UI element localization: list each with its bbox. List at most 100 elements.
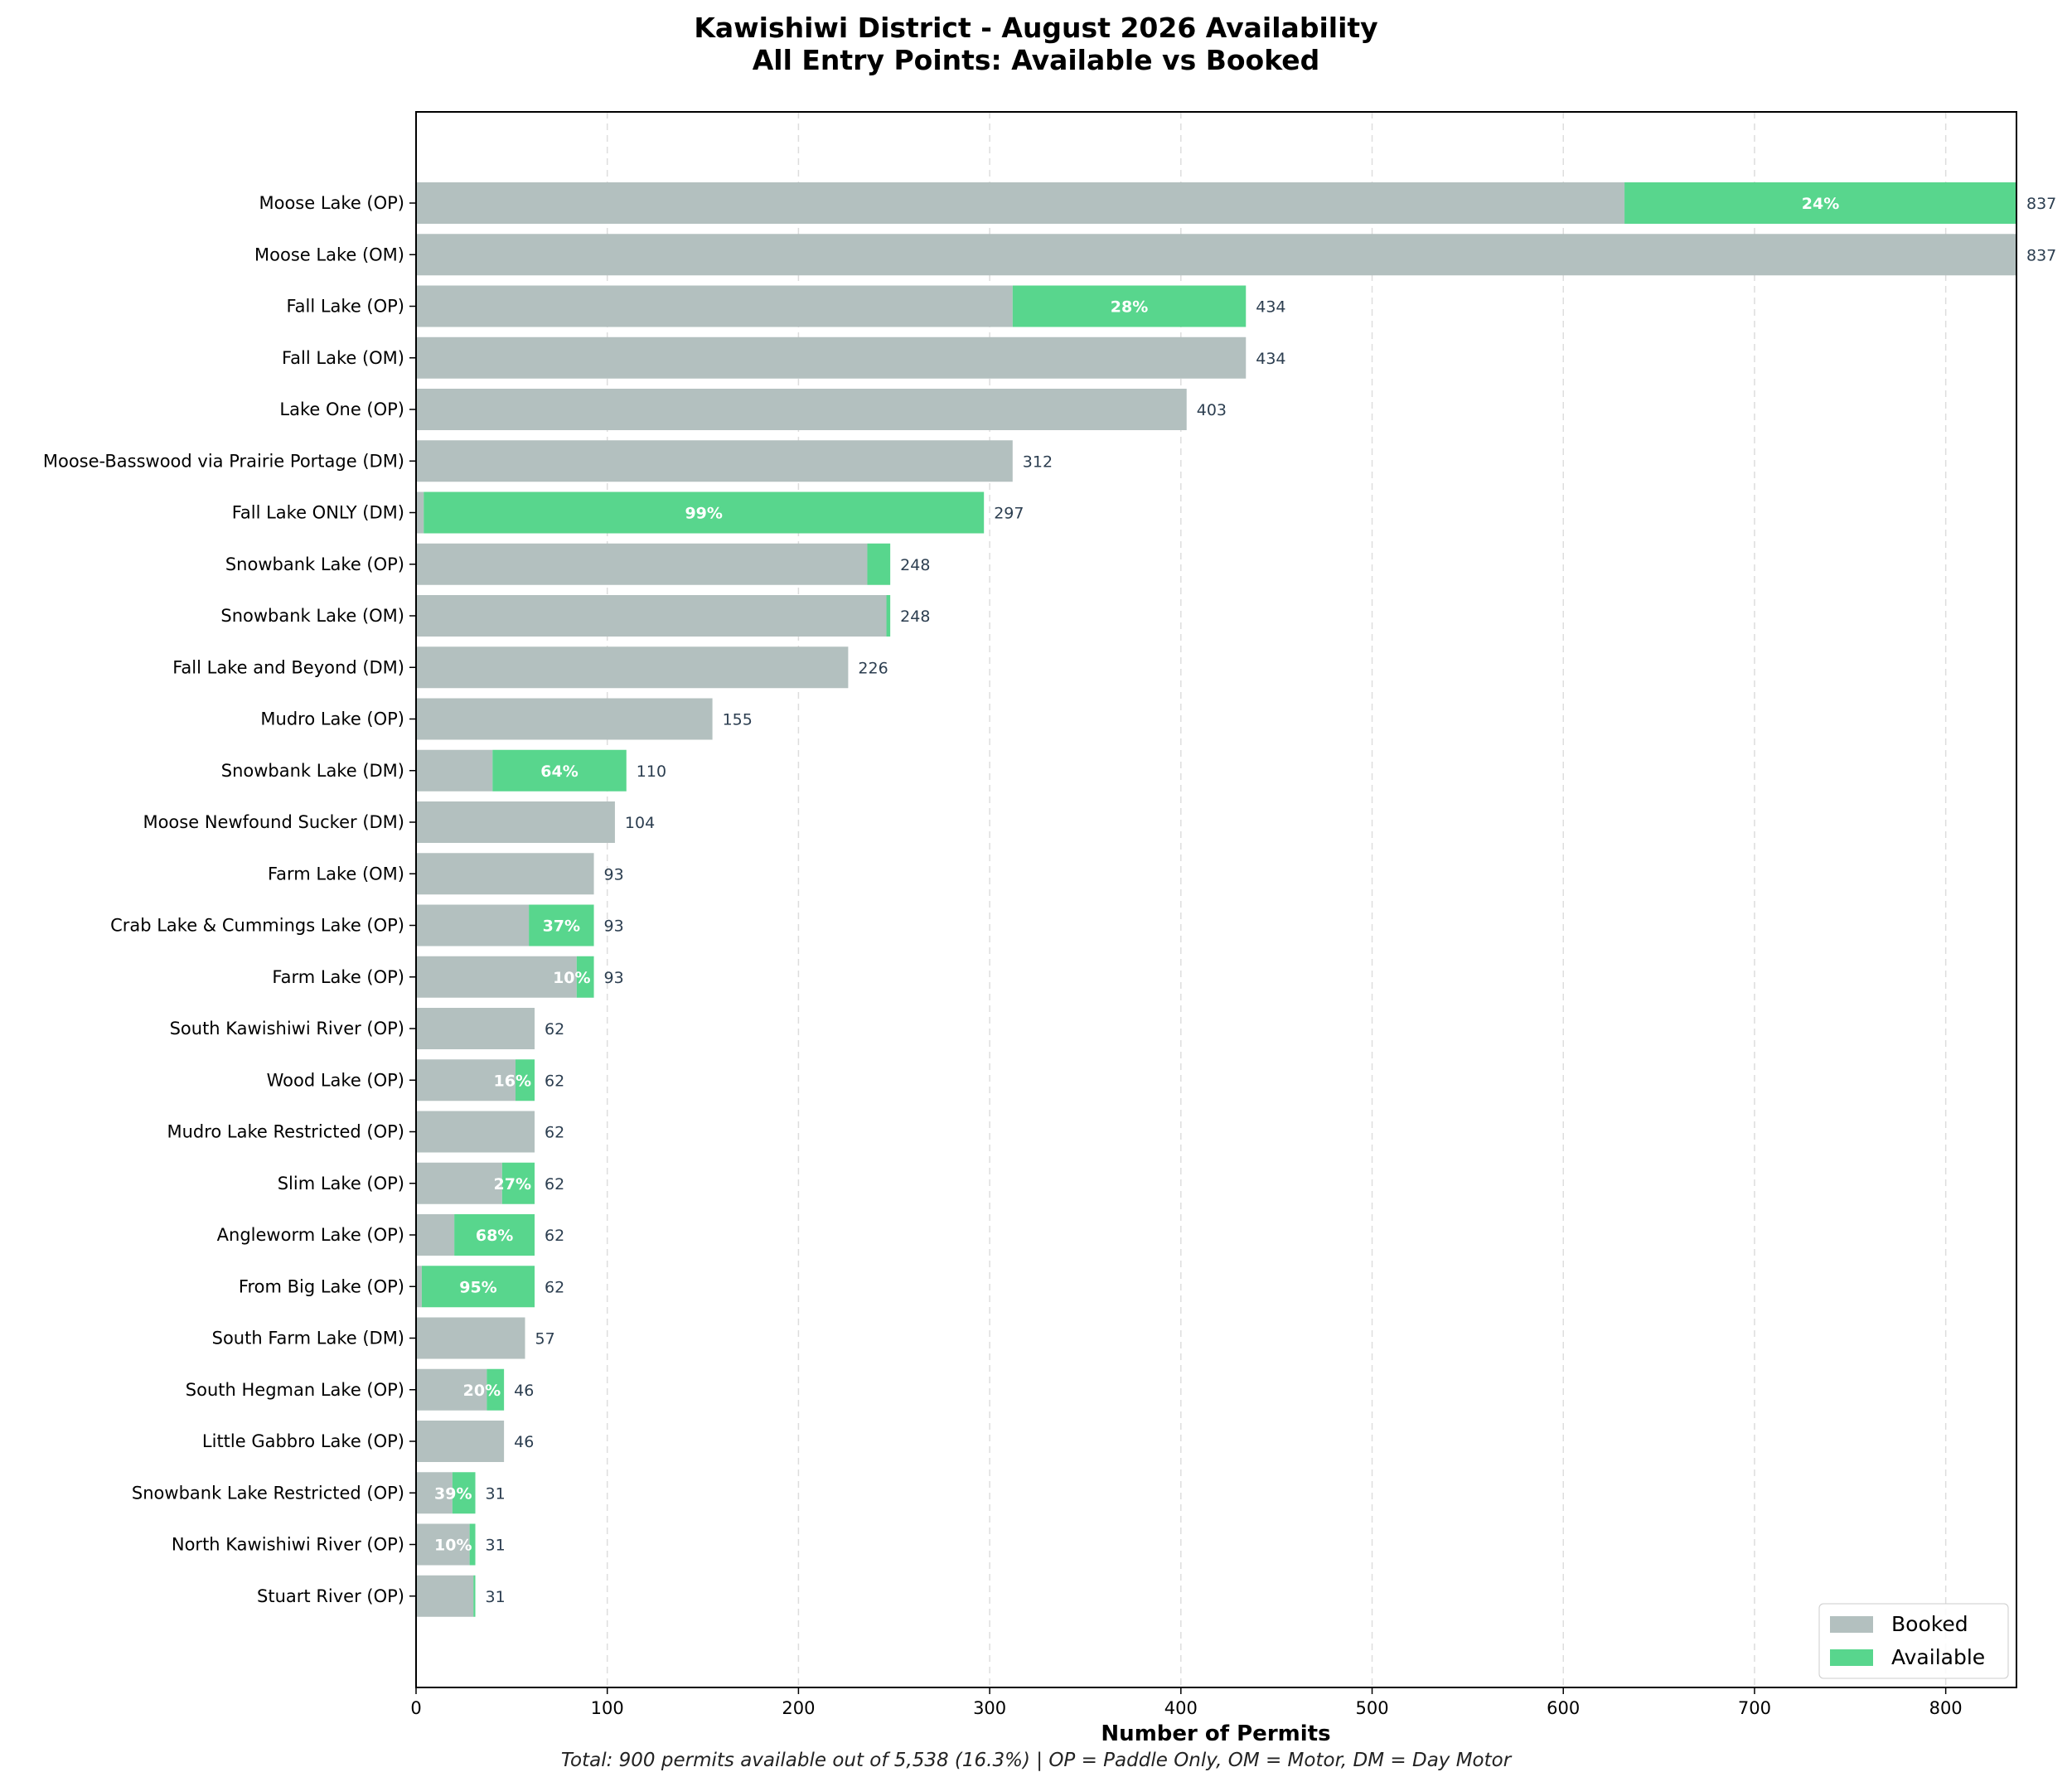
y-tick-label: Slim Lake (OP) [278, 1174, 404, 1193]
x-tick-label: 400 [1164, 1698, 1198, 1718]
y-tick-label: Snowbank Lake (OP) [225, 554, 404, 574]
total-value-label: 248 [900, 608, 930, 626]
total-value-label: 226 [858, 659, 888, 677]
percent-label: 28% [1111, 298, 1148, 317]
bar-booked [416, 1368, 487, 1411]
total-value-label: 297 [994, 505, 1024, 523]
percent-label: 68% [476, 1227, 513, 1245]
x-tick-label: 700 [1738, 1698, 1771, 1718]
y-tick-label: Mudro Lake Restricted (OP) [167, 1122, 404, 1142]
percent-label: 37% [543, 917, 580, 936]
bar-booked [416, 1523, 470, 1566]
y-tick-label: North Kawishiwi River (OP) [172, 1535, 404, 1555]
percent-label: 39% [434, 1484, 472, 1503]
bar-available [886, 595, 891, 637]
total-value-label: 62 [545, 1227, 564, 1245]
bar-available [515, 1059, 535, 1101]
chart-title: Kawishiwi District - August 2026 Availab… [694, 12, 1377, 44]
total-value-label: 31 [486, 1537, 506, 1555]
total-value-label: 248 [900, 556, 930, 574]
legend: Booked Available [1818, 1603, 2009, 1679]
bar-booked [416, 336, 1247, 379]
y-tick-label: Farm Lake (OP) [272, 967, 404, 987]
bar-booked [416, 1059, 516, 1101]
bar-booked [416, 801, 615, 843]
bar-booked [416, 285, 1013, 327]
y-tick-label: Moose Newfound Sucker (DM) [143, 812, 404, 832]
bar-available [529, 904, 594, 947]
y-tick-label: Farm Lake (OM) [268, 864, 404, 884]
bar-available [867, 543, 891, 585]
y-tick-label: South Hegman Lake (OP) [186, 1380, 404, 1400]
x-tick-label: 500 [1355, 1698, 1388, 1718]
x-tick-label: 300 [973, 1698, 1006, 1718]
bar-booked [416, 646, 849, 689]
y-tick-label: Crab Lake & Cummings Lake (OP) [110, 916, 404, 936]
y-tick-label: Stuart River (OP) [257, 1586, 404, 1606]
bar-booked [416, 389, 1187, 430]
total-value-label: 837 [2026, 195, 2056, 213]
total-value-label: 57 [535, 1330, 555, 1348]
total-value-label: 46 [514, 1433, 534, 1451]
x-tick-label: 0 [410, 1698, 421, 1718]
x-tick-label: 200 [782, 1698, 815, 1718]
y-tick-label: Snowbank Lake (OM) [220, 606, 404, 626]
y-tick-label: Fall Lake (OM) [282, 348, 404, 368]
y-tick-label: Little Gabbro Lake (OP) [202, 1431, 404, 1451]
bar-booked [416, 1421, 505, 1462]
bar-available [576, 956, 594, 998]
bar-available [492, 749, 627, 792]
percent-label: 10% [434, 1537, 472, 1555]
x-tick-label: 100 [591, 1698, 624, 1718]
bar-booked [416, 698, 713, 740]
total-value-label: 93 [604, 969, 624, 987]
y-tick-label: Snowbank Lake (DM) [221, 761, 404, 781]
bar-available [1012, 285, 1247, 327]
total-value-label: 62 [545, 1278, 564, 1296]
total-value-label: 31 [486, 1484, 506, 1503]
total-value-label: 62 [545, 1175, 564, 1193]
percent-label: 16% [494, 1072, 531, 1090]
total-value-label: 31 [486, 1588, 506, 1606]
bar-available [1624, 182, 2016, 224]
x-tick-label: 600 [1547, 1698, 1580, 1718]
bar-booked [416, 1472, 453, 1514]
y-tick-label: South Kawishiwi River (OP) [170, 1019, 404, 1039]
bar-booked [416, 440, 1013, 482]
legend-label-booked: Booked [1891, 1612, 1968, 1636]
legend-swatch-booked [1830, 1616, 1873, 1633]
bar-available [421, 1266, 535, 1308]
total-value-label: 62 [545, 1020, 564, 1039]
y-tick-label: From Big Lake (OP) [239, 1276, 404, 1296]
y-tick-label: Moose-Basswood via Prairie Portage (DM) [43, 451, 404, 471]
bar-booked [416, 1575, 474, 1617]
legend-label-available: Available [1891, 1645, 1985, 1669]
bar-available [452, 1472, 476, 1514]
total-value-label: 110 [637, 763, 666, 781]
y-tick-label: Fall Lake ONLY (DM) [232, 503, 404, 523]
bar-booked [416, 1317, 525, 1359]
total-value-label: 93 [604, 917, 624, 936]
bar-booked [416, 543, 868, 585]
bar-booked [416, 491, 424, 534]
bar-available [501, 1162, 535, 1204]
bar-booked [416, 956, 577, 998]
plot-frame [415, 111, 2017, 1688]
bar-available [454, 1214, 535, 1256]
footnote: Total: 900 permits available out of 5,53… [561, 1750, 1513, 1771]
x-tick-label: 800 [1929, 1698, 1963, 1718]
chart-subtitle: All Entry Points: Available vs Booked [753, 44, 1320, 76]
total-value-label: 312 [1023, 453, 1053, 471]
percent-label: 99% [685, 505, 722, 523]
bar-booked [416, 1266, 422, 1308]
bar-booked [416, 1111, 535, 1153]
bar-booked [416, 904, 530, 947]
y-tick-label: Moose Lake (OM) [254, 244, 404, 264]
y-tick-label: Wood Lake (OP) [267, 1070, 404, 1090]
bar-available [469, 1523, 476, 1566]
legend-swatch-available [1830, 1649, 1873, 1666]
bar-booked [416, 595, 887, 637]
y-tick-label: Fall Lake and Beyond (DM) [172, 657, 404, 677]
total-value-label: 155 [723, 711, 753, 729]
